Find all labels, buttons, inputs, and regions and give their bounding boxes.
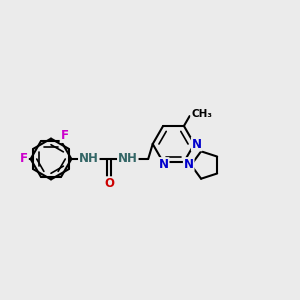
Text: NH: NH bbox=[79, 152, 99, 166]
Text: N: N bbox=[159, 158, 169, 171]
Text: F: F bbox=[61, 129, 68, 142]
Text: CH₃: CH₃ bbox=[191, 109, 212, 119]
Text: F: F bbox=[20, 152, 28, 166]
Text: O: O bbox=[104, 177, 114, 190]
Text: NH: NH bbox=[118, 152, 138, 166]
Text: N: N bbox=[192, 137, 202, 151]
Text: N: N bbox=[184, 158, 194, 171]
